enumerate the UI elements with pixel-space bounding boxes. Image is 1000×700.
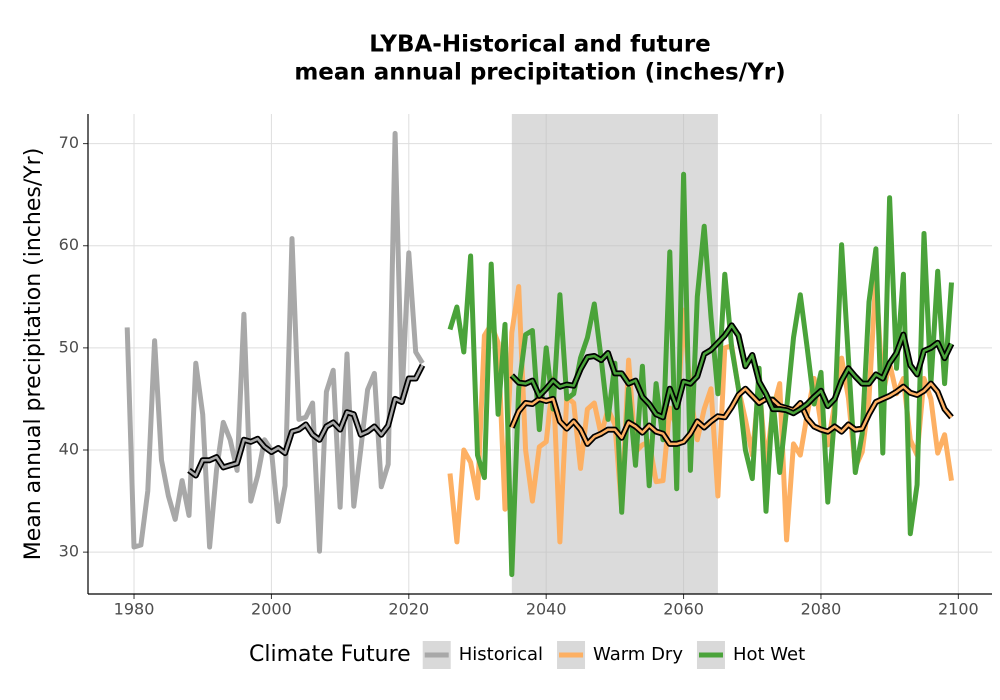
legend-item: Hot Wet [696,641,805,669]
legend-item: Historical [422,641,543,669]
series-line [447,171,954,578]
x-tick-label: 2100 [938,600,979,619]
legend-label: Warm Dry [593,644,683,665]
x-tick-label: 1980 [114,600,155,619]
y-tick-label: 60 [59,235,79,254]
rolling-mean-line [188,364,424,477]
rolling-mean-line [510,382,953,446]
series-line [124,130,425,554]
x-tick-label: 2000 [251,600,292,619]
x-tick-label: 2020 [388,600,429,619]
chart-title: LYBA-Historical and future [369,32,711,58]
x-tick-label: 2060 [663,600,704,619]
x-tick-label: 2040 [526,600,567,619]
legend-label: Historical [459,644,543,665]
y-tick-label: 30 [59,542,79,561]
legend-label: Hot Wet [733,644,805,665]
chart-title: mean annual precipitation (inches/Yr) [294,60,785,86]
legend-item: Warm Dry [557,641,683,669]
y-axis-label: Mean annual precipitation (inches/Yr) [21,148,46,561]
rolling-mean-line [510,324,953,419]
y-tick-label: 70 [59,133,79,152]
y-tick-label: 40 [59,440,79,459]
y-tick-label: 50 [59,337,79,356]
legend-title: Climate Future [249,642,411,667]
x-tick-label: 2080 [801,600,842,619]
